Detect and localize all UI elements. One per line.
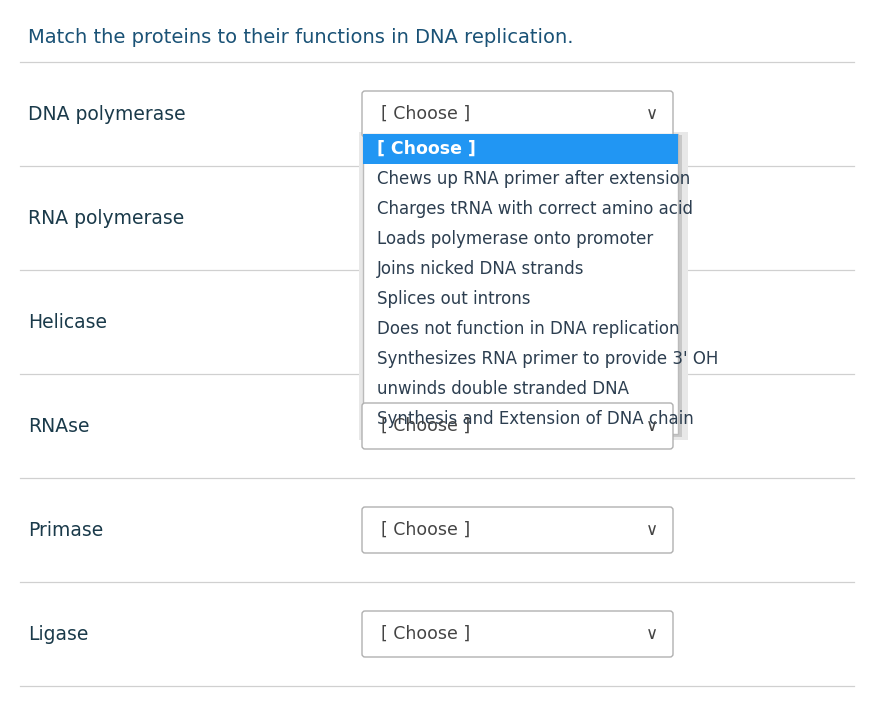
FancyBboxPatch shape bbox=[362, 507, 673, 553]
Text: Ligase: Ligase bbox=[28, 625, 88, 644]
Text: Synthesizes RNA primer to provide 3' OH: Synthesizes RNA primer to provide 3' OH bbox=[377, 350, 718, 368]
Bar bbox=[363, 134, 678, 164]
Text: [ Choose ]: [ Choose ] bbox=[381, 625, 470, 643]
Text: ∨: ∨ bbox=[646, 417, 658, 435]
Text: RNA polymerase: RNA polymerase bbox=[28, 209, 184, 227]
FancyBboxPatch shape bbox=[362, 403, 673, 449]
Text: Chews up RNA primer after extension: Chews up RNA primer after extension bbox=[377, 170, 690, 188]
Text: Helicase: Helicase bbox=[28, 313, 107, 332]
Text: DNA polymerase: DNA polymerase bbox=[28, 104, 185, 124]
FancyBboxPatch shape bbox=[362, 611, 673, 657]
Text: unwinds double stranded DNA: unwinds double stranded DNA bbox=[377, 380, 629, 398]
Text: ∨: ∨ bbox=[646, 625, 658, 643]
Text: Synthesis and Extension of DNA chain: Synthesis and Extension of DNA chain bbox=[377, 410, 694, 428]
Text: [ Choose ]: [ Choose ] bbox=[381, 521, 470, 539]
Text: RNAse: RNAse bbox=[28, 416, 89, 436]
Bar bbox=[365, 135, 682, 437]
FancyBboxPatch shape bbox=[362, 91, 673, 137]
Text: ∨: ∨ bbox=[646, 105, 658, 123]
Text: Match the proteins to their functions in DNA replication.: Match the proteins to their functions in… bbox=[28, 28, 573, 47]
Text: Loads polymerase onto promoter: Loads polymerase onto promoter bbox=[377, 230, 653, 248]
Bar bbox=[359, 132, 688, 440]
Text: [ Choose ]: [ Choose ] bbox=[381, 417, 470, 435]
Text: [ Choose ]: [ Choose ] bbox=[377, 140, 475, 158]
Text: ∨: ∨ bbox=[646, 521, 658, 539]
Text: Does not function in DNA replication: Does not function in DNA replication bbox=[377, 320, 679, 338]
FancyBboxPatch shape bbox=[363, 134, 678, 434]
Text: [ Choose ]: [ Choose ] bbox=[381, 105, 470, 123]
Text: Splices out introns: Splices out introns bbox=[377, 290, 531, 308]
Text: Charges tRNA with correct amino acid: Charges tRNA with correct amino acid bbox=[377, 200, 693, 218]
Text: Joins nicked DNA strands: Joins nicked DNA strands bbox=[377, 260, 585, 278]
Text: Primase: Primase bbox=[28, 521, 103, 539]
